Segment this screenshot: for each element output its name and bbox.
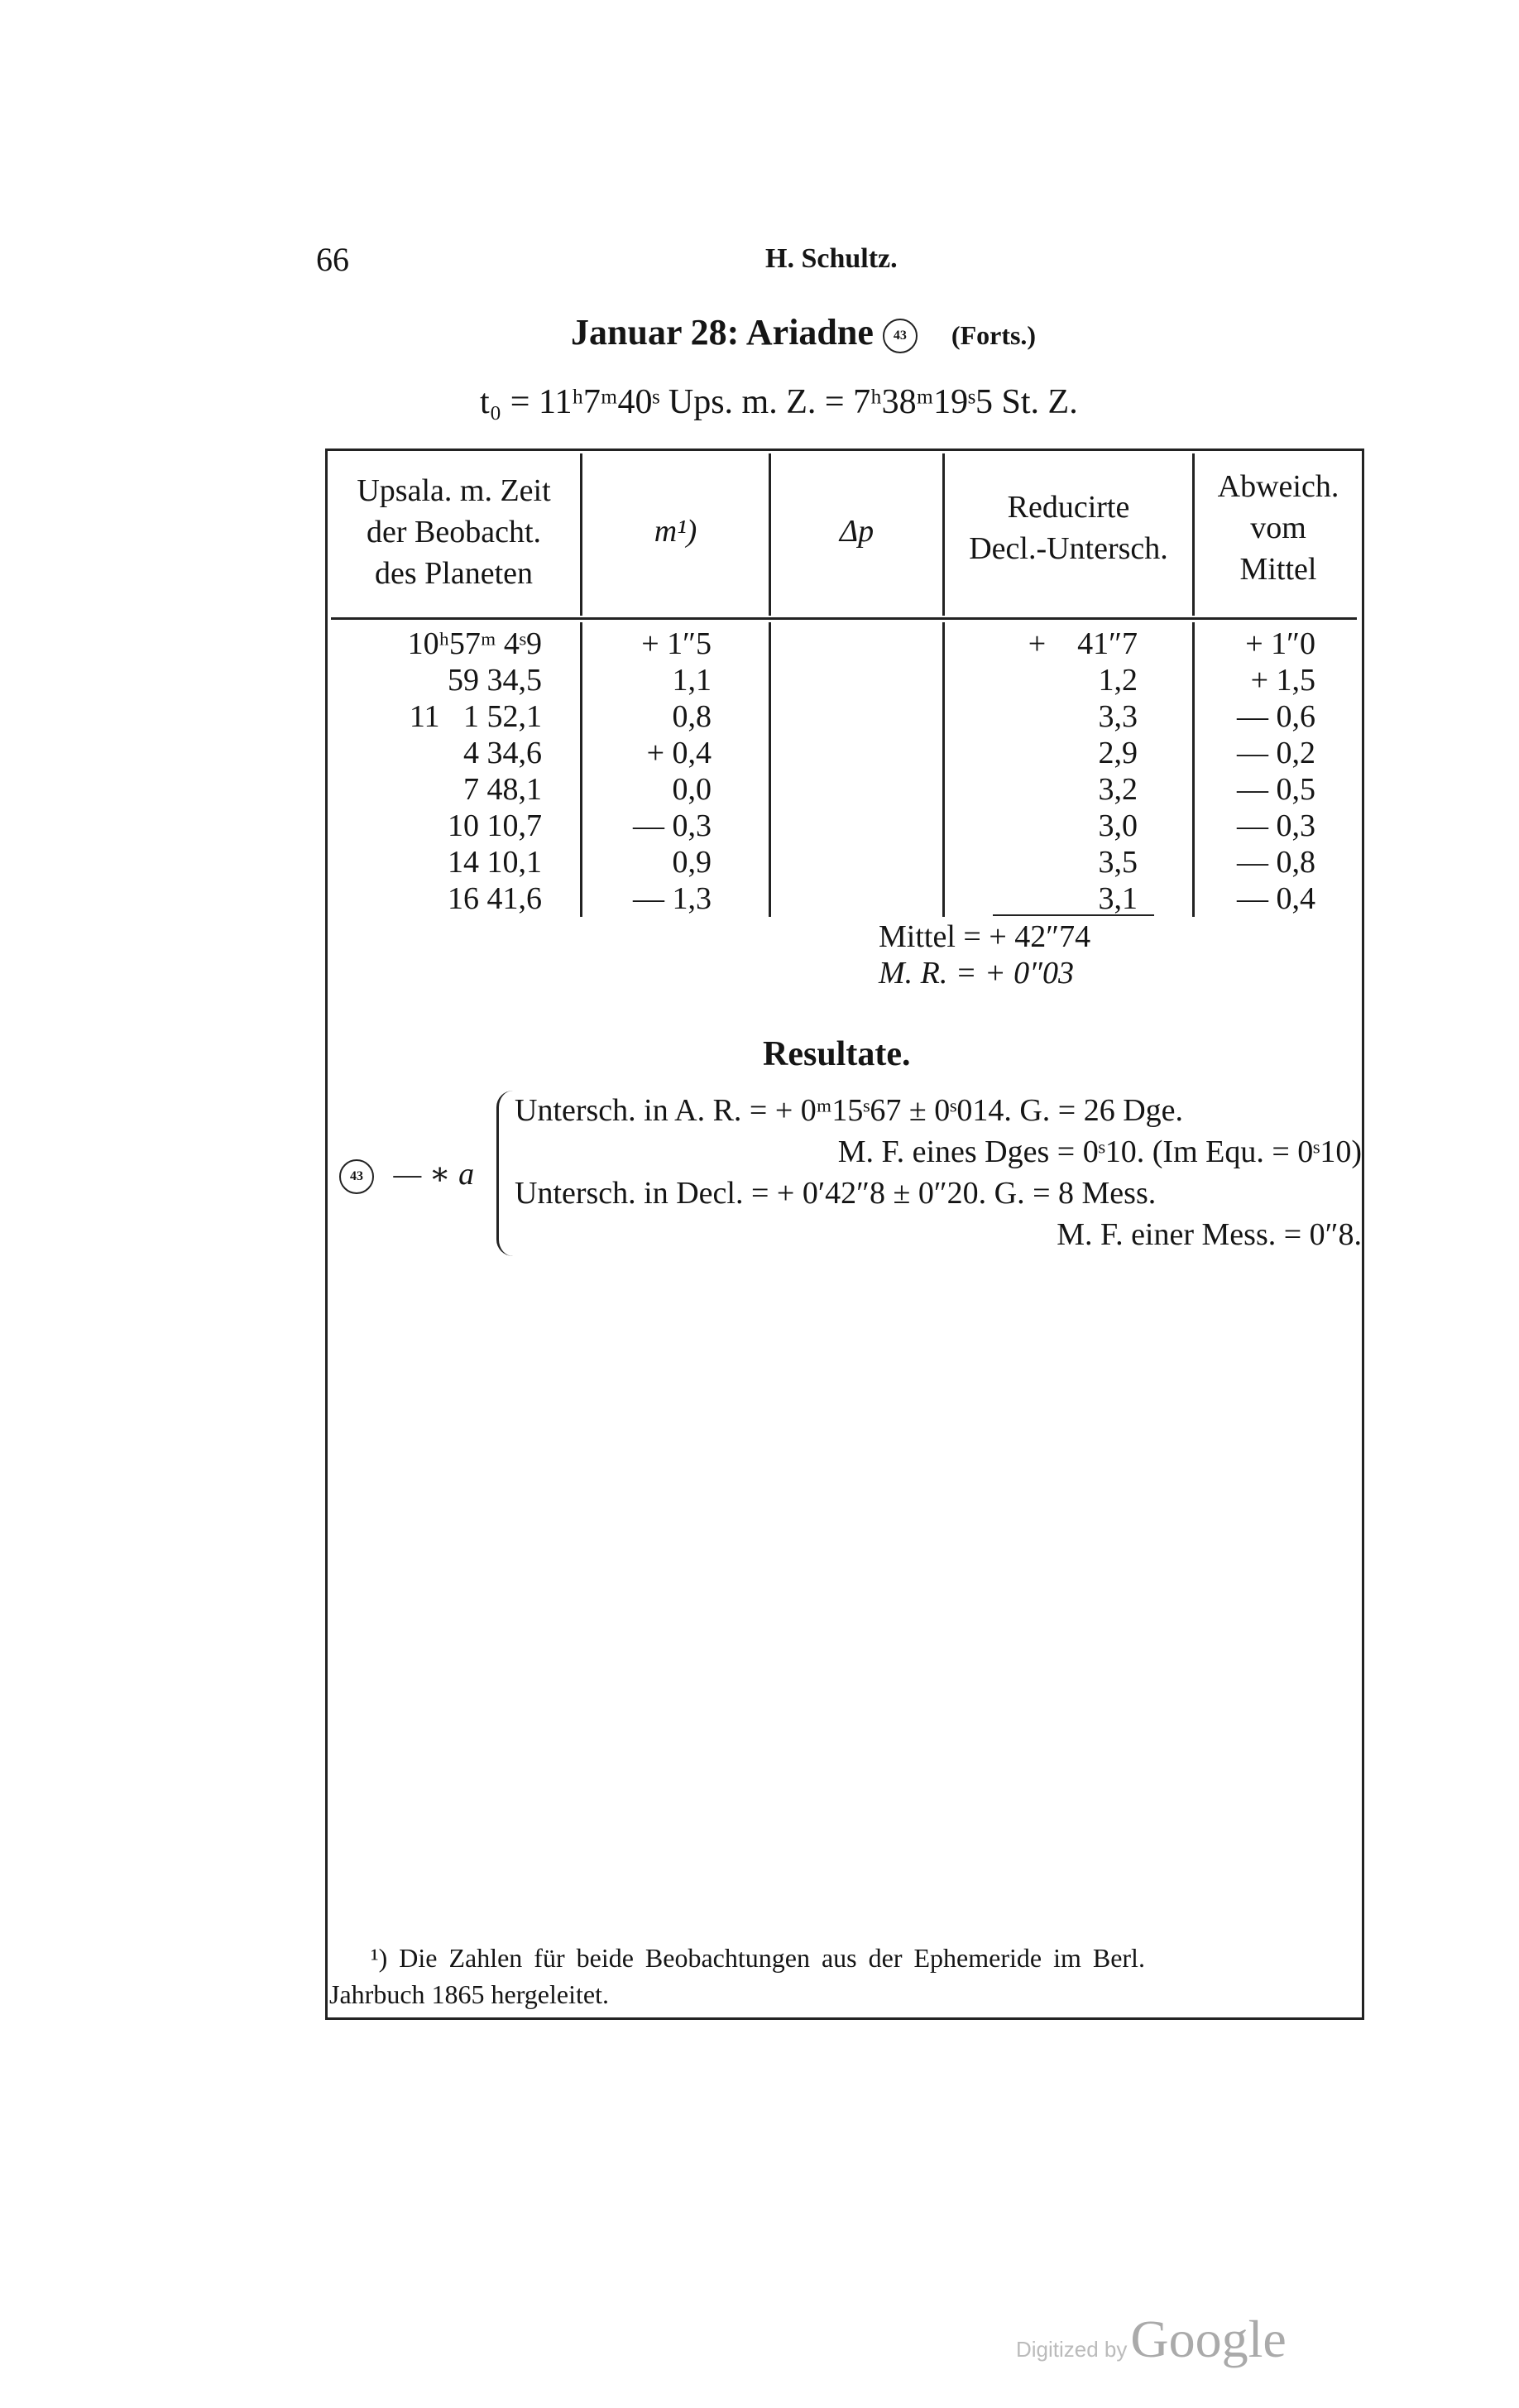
running-title: H. Schultz. xyxy=(765,243,898,274)
table-cell: 0,8 xyxy=(672,699,712,734)
table-cell: 0,9 xyxy=(672,845,712,880)
watermark: Digitized by Google xyxy=(1016,2309,1287,2370)
table-cell: + 1,5 xyxy=(1250,663,1315,698)
table-cell: 16 41,6 xyxy=(448,881,542,916)
planet-symbol-icon: 43 xyxy=(339,1159,374,1195)
table-cell: — 0,5 xyxy=(1237,772,1315,807)
table-cell: 14 10,1 xyxy=(448,845,542,880)
table-cell: + 1″0 xyxy=(1245,626,1315,661)
epoch-line: t₀ = 11ʰ7ᵐ40ˢ Ups. m. Z. = 7ʰ38ᵐ19ˢ5 St.… xyxy=(480,383,1078,421)
header-time: Upsala. m. Zeit der Beobacht. des Planet… xyxy=(357,473,551,591)
table-cell: 1,1 xyxy=(672,663,712,698)
header-delta-p: Δp xyxy=(839,514,875,549)
table-cell: 11 1 52,1 xyxy=(409,699,542,734)
table-cell: 1,2 xyxy=(1098,663,1138,698)
mean-error: M. R. = + 0″03 xyxy=(879,956,1074,991)
table-cell: — 0,3 xyxy=(1237,808,1315,843)
header-reduced-decl: Reducirte Decl.-Untersch. xyxy=(969,490,1168,566)
table-cell: 3,5 xyxy=(1098,845,1138,880)
table-cell: — 0,3 xyxy=(633,808,712,843)
result-line: M. F. eines Dges = 0ˢ10. (Im Equ. = 0ˢ10… xyxy=(837,1134,1362,1169)
page-number: 66 xyxy=(316,241,349,278)
footnote-line-2: Jahrbuch 1865 hergeleitet. xyxy=(329,1979,609,2009)
table-cell: 59 34,5 xyxy=(448,663,542,698)
table-cell: 3,0 xyxy=(1098,808,1138,843)
mittel: Mittel = + 42″74 xyxy=(879,919,1091,954)
results-prefix: — ∗ a xyxy=(393,1157,475,1192)
table-cell: — 0,6 xyxy=(1237,699,1315,734)
table-cell: 4 34,6 xyxy=(463,736,542,770)
brace xyxy=(496,1091,515,1256)
result-line: Untersch. in A. R. = + 0ᵐ15ˢ67 ± 0ˢ014. … xyxy=(515,1093,1184,1128)
table-cell: — 0,8 xyxy=(1237,845,1315,880)
table-cell: 3,3 xyxy=(1098,699,1138,734)
result-line: Untersch. in Decl. = + 0′42″8 ± 0″20. G.… xyxy=(515,1176,1157,1211)
table-cell: + 0,4 xyxy=(646,736,712,770)
table-cell: — 1,3 xyxy=(633,881,712,916)
table-cell: 2,9 xyxy=(1098,736,1138,770)
table-cell: 3,1 xyxy=(1098,881,1138,916)
result-line: M. F. einer Mess. = 0″8. xyxy=(1057,1217,1362,1252)
footnote-line-1: ¹) Die Zahlen für beide Beobachtungen au… xyxy=(371,1943,1145,1973)
title-suffix: (Forts.) xyxy=(951,320,1037,350)
title-text: Januar 28: Ariadne xyxy=(571,312,874,353)
table-cell: 10ʰ57ᵐ 4ˢ9 xyxy=(407,626,542,661)
table-cell: 10 10,7 xyxy=(448,808,542,843)
section-title: Januar 28: Ariadne 43 (Forts.) xyxy=(571,311,1036,353)
table-cell: + 1″5 xyxy=(641,626,712,661)
watermark-prefix: Digitized by xyxy=(1016,2337,1128,2362)
results-heading: Resultate. xyxy=(763,1035,911,1073)
table-cell: — 0,2 xyxy=(1237,736,1315,770)
table-cell: + 41″7 xyxy=(1028,626,1138,661)
header-m: m¹) xyxy=(654,514,697,549)
results-label: 43 — ∗ a xyxy=(339,1155,475,1195)
table-cell: 7 48,1 xyxy=(463,772,542,807)
table-cell: — 0,4 xyxy=(1237,881,1315,916)
table-cell: 3,2 xyxy=(1098,772,1138,807)
google-logo: Google xyxy=(1130,2310,1287,2368)
header-deviation: Abweich. vom Mittel xyxy=(1217,469,1339,587)
table-cell: 0,0 xyxy=(672,772,712,807)
planet-symbol-icon: 43 xyxy=(882,318,918,353)
